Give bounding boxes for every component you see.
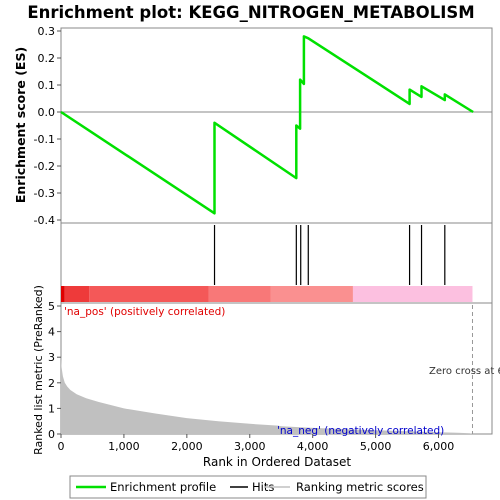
color-bar-segment (61, 286, 65, 302)
metric-ytick-label: 3 (48, 351, 55, 364)
color-bar-segment (270, 286, 353, 302)
es-ytick-label: 0.1 (38, 79, 56, 92)
metric-ytick-label: 2 (48, 377, 55, 390)
es-ytick-label: -0.3 (34, 187, 55, 200)
es-ytick-label: -0.1 (34, 133, 55, 146)
x-tick-label: 6,000 (423, 440, 455, 453)
es-ytick-label: 0.3 (38, 25, 56, 38)
zero-cross-label: Zero cross at 6540 (429, 366, 500, 377)
enrichment-profile-line (60, 35, 474, 215)
x-tick-label: 3,000 (234, 440, 266, 453)
pos-correlated-label: 'na_pos' (positively correlated) (64, 306, 225, 318)
legend-label-enrichment-profile: Enrichment profile (110, 480, 216, 494)
es-ytick-label: 0.2 (38, 52, 56, 65)
es-ytick-label: -0.4 (34, 214, 55, 227)
color-bar-segment (208, 286, 271, 302)
es-axis-label: Enrichment score (ES) (13, 47, 28, 203)
x-tick-label: 5,000 (360, 440, 392, 453)
x-axis-label: Rank in Ordered Dataset (203, 455, 351, 469)
metric-ytick-label: 5 (48, 300, 55, 313)
es-ytick-label: -0.2 (34, 160, 55, 173)
hits-panel (60, 222, 493, 304)
es-panel: -0.4 -0.3 -0.2 -0.1 0.0 0.1 0.2 0.3 (34, 25, 493, 227)
x-tick-label: 4,000 (297, 440, 329, 453)
color-bar-segment (89, 286, 209, 302)
x-tick-label: 2,000 (171, 440, 203, 453)
es-panel-frame (60, 27, 493, 224)
es-ytick-label: 0.0 (38, 106, 56, 119)
x-tick-label: 0 (58, 440, 65, 453)
x-tick-label: 1,000 (108, 440, 140, 453)
legend-label-hits: Hits (252, 480, 274, 494)
legend: Enrichment profile Hits Ranking metric s… (69, 475, 427, 499)
metric-ytick-label: 1 (48, 402, 55, 415)
ranking-metric-area (61, 355, 473, 434)
metric-axis-label: Ranked list metric (PreRanked) (32, 285, 45, 455)
metric-ytick-label: 0 (48, 428, 55, 441)
metric-ytick-label: 4 (48, 326, 55, 339)
chart-title: Enrichment plot: KEGG_NITROGEN_METABOLIS… (27, 3, 474, 22)
neg-correlated-label: 'na_neg' (negatively correlated) (277, 425, 444, 437)
legend-label-ranking-metric: Ranking metric scores (296, 480, 424, 494)
color-bar-segment (352, 286, 473, 302)
color-bar-segment (64, 286, 90, 302)
